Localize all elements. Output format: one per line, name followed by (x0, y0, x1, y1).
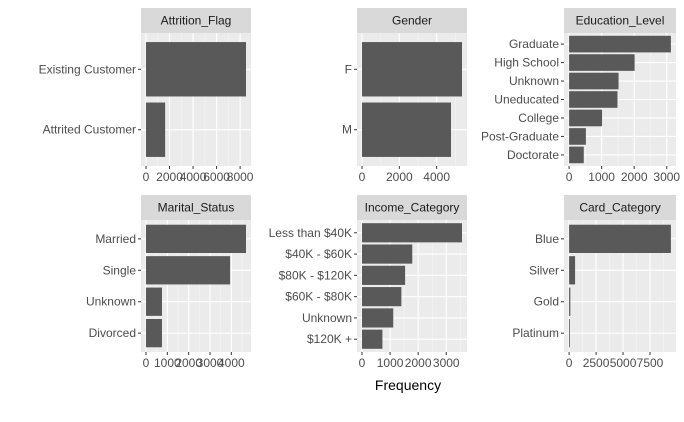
x-tick-label: 2000 (175, 356, 202, 370)
facet-panel-attrition-flag: Attrition_Flag Existing Customer Attrited … (39, 8, 254, 184)
bar (146, 224, 246, 253)
y-tick-label: $40K - $60K (285, 247, 352, 261)
y-tick-label: $120K + (307, 332, 352, 346)
bar (569, 287, 571, 316)
y-tick-label: Doctorate (507, 148, 559, 162)
bar (146, 319, 162, 348)
x-tick-label: 4000 (180, 170, 207, 184)
bar (569, 54, 635, 71)
facet-title: Education_Level (576, 14, 665, 28)
x-tick-label: 1000 (588, 170, 615, 184)
bar (362, 287, 402, 307)
bar (146, 256, 231, 285)
y-tick-label: Unknown (509, 74, 559, 88)
y-tick-label: Blue (535, 232, 559, 246)
bar (362, 308, 394, 328)
facet-strip (357, 195, 467, 220)
y-tick-label: College (518, 111, 559, 125)
bar (362, 329, 383, 349)
bar (146, 42, 246, 97)
x-tick-label: 4000 (423, 170, 450, 184)
y-tick-label: $80K - $120K (279, 268, 352, 282)
x-tick-label: 0 (359, 356, 366, 370)
facet-panel-gender: Gender F M 0 2000 4000 (342, 8, 467, 184)
bar (362, 223, 462, 243)
y-tick-label: F (345, 62, 352, 76)
y-tick-label: Graduate (509, 37, 559, 51)
x-tick-label: 6000 (203, 170, 230, 184)
y-tick-label: High School (494, 56, 559, 70)
x-tick-label: 2500 (583, 356, 610, 370)
x-tick-label: 0 (143, 170, 150, 184)
bar (146, 102, 166, 157)
y-tick-label: Uneducated (494, 93, 559, 107)
x-tick-label: 0 (566, 356, 573, 370)
x-tick-label: 7500 (637, 356, 664, 370)
facet-panel-income-category: Income_Category Less than $40K $40K - $60K… (269, 195, 467, 370)
bar (569, 91, 618, 108)
bar (362, 244, 413, 264)
y-tick-label: Unknown (302, 311, 352, 325)
x-tick-label: 3000 (653, 170, 680, 184)
x-tick-label: 0 (143, 356, 150, 370)
facet-title: Income_Category (365, 201, 460, 215)
facet-panel-card-category: Card_Category Blue Silver Gold Platinum 0 2500… (512, 195, 676, 370)
facet-title: Marital_Status (158, 201, 235, 215)
bar (569, 35, 671, 53)
y-tick-label: Single (103, 263, 137, 277)
x-tick-label: 1000 (154, 356, 181, 370)
y-tick-label: Attrited Customer (43, 123, 136, 137)
y-tick-label: Less than $40K (269, 226, 352, 240)
x-tick-label: 0 (359, 170, 366, 184)
bar (362, 265, 406, 285)
bar (362, 42, 462, 97)
facet-panel-education-level: Education_Level Graduate High School Unknow… (481, 8, 680, 184)
y-tick-label: M (342, 123, 352, 137)
x-tick-label: 2000 (156, 170, 183, 184)
bar (569, 224, 671, 253)
facet-strip (564, 195, 676, 220)
bar (569, 72, 619, 90)
x-tick-label: 2000 (621, 170, 648, 184)
bar (146, 287, 162, 316)
bar (569, 128, 586, 145)
facet-strip (141, 8, 251, 33)
facet-strip (357, 8, 467, 33)
x-tick-label: 4000 (218, 356, 245, 370)
y-tick-label: Existing Customer (39, 62, 136, 76)
bar (362, 102, 452, 157)
x-tick-label: 3000 (197, 356, 224, 370)
facet-strip (141, 195, 251, 220)
y-tick-label: Post-Graduate (481, 129, 559, 143)
bar (569, 256, 576, 285)
y-tick-label: Divorced (89, 326, 136, 340)
facet-strip (564, 8, 676, 33)
facet-panel-marital-status: Marital_Status Married Single Unknown Divorc… (86, 195, 251, 370)
x-tick-label: 2000 (386, 170, 413, 184)
y-tick-label: Platinum (512, 326, 559, 340)
x-tick-label: 5000 (610, 356, 637, 370)
y-tick-label: Silver (529, 263, 559, 277)
y-tick-label: Gold (534, 295, 559, 309)
x-tick-label: 8000 (227, 170, 254, 184)
y-tick-label: Married (95, 232, 136, 246)
facet-title: Gender (392, 14, 432, 28)
x-tick-label: 2000 (405, 356, 432, 370)
bar (569, 109, 603, 127)
bar (569, 146, 584, 164)
y-tick-label: Unknown (86, 295, 136, 309)
y-tick-label: $60K - $80K (285, 290, 352, 304)
x-tick-label: 0 (566, 170, 573, 184)
facet-title: Attrition_Flag (161, 14, 232, 28)
bar (569, 319, 570, 348)
facet-title: Card_Category (579, 201, 660, 215)
x-tick-label: 3000 (433, 356, 460, 370)
x-tick-label: 1000 (377, 356, 404, 370)
x-axis-title: Frequency (375, 377, 441, 393)
